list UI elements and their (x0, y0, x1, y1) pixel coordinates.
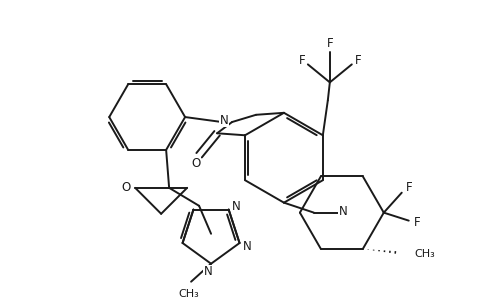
Text: F: F (355, 54, 361, 67)
Text: CH₃: CH₃ (179, 289, 200, 299)
Text: N: N (232, 200, 241, 213)
Text: O: O (122, 181, 131, 194)
Text: F: F (413, 216, 420, 229)
Text: N: N (338, 205, 347, 218)
Text: F: F (298, 54, 305, 67)
Text: CH₃: CH₃ (415, 249, 436, 259)
Text: N: N (243, 239, 252, 253)
Text: F: F (327, 37, 333, 50)
Text: F: F (406, 181, 412, 194)
Text: N: N (220, 113, 228, 127)
Text: N: N (204, 265, 212, 278)
Text: O: O (192, 157, 201, 170)
